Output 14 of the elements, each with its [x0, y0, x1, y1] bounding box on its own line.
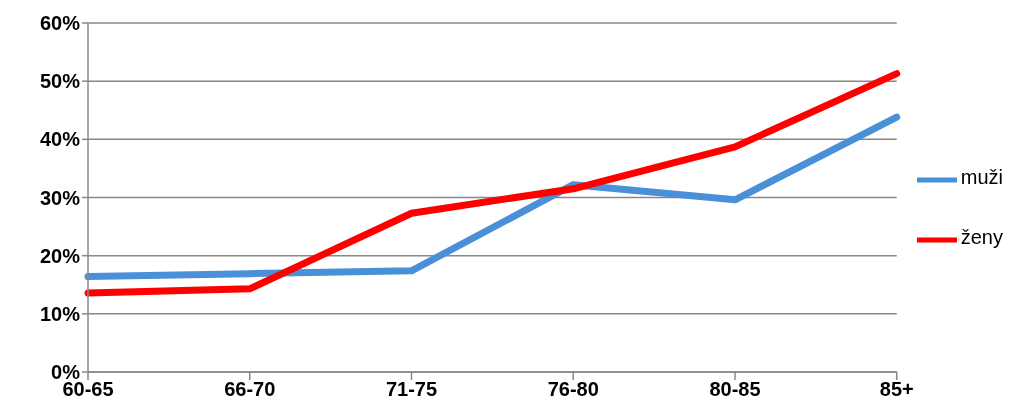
- x-tick-label: 71-75: [385, 378, 438, 401]
- y-tick-label: 30%: [39, 186, 81, 209]
- legend-label: muži: [960, 166, 1003, 188]
- x-tick-label: 66-70: [224, 378, 276, 401]
- legend-label: ženy: [960, 226, 1003, 248]
- y-tick-label: 50%: [39, 70, 81, 93]
- y-tick-label: 60%: [39, 12, 81, 35]
- x-tick-label: 60-65: [62, 378, 114, 401]
- x-tick-label: 80-85: [709, 378, 761, 401]
- x-tick-label: 76-80: [547, 378, 599, 401]
- x-tick-label: 85+: [879, 378, 914, 401]
- y-tick-label: 10%: [39, 302, 81, 325]
- y-tick-label: 40%: [39, 128, 81, 151]
- y-tick-label: 20%: [39, 244, 81, 267]
